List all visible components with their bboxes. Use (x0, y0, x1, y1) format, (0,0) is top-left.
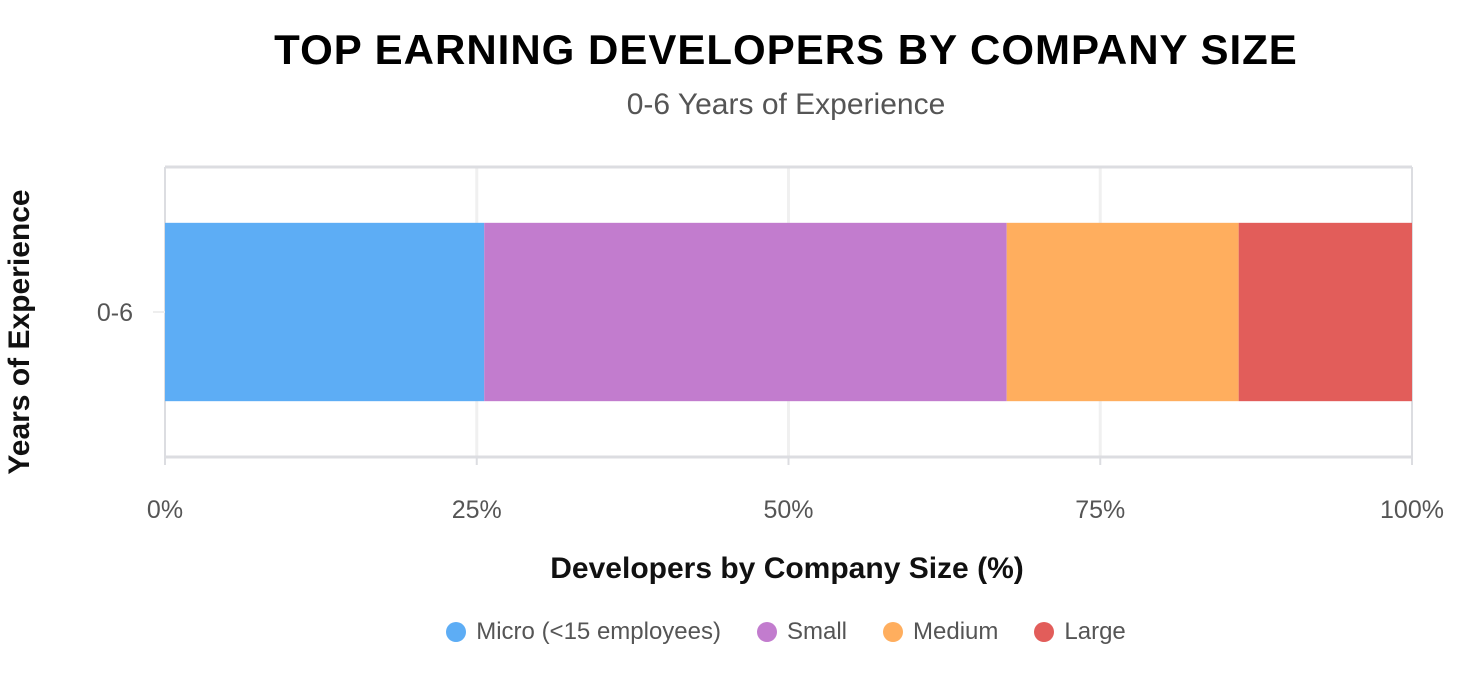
x-axis-label: Developers by Company Size (%) (550, 552, 1024, 585)
bar-segment-small (484, 222, 1007, 402)
legend-swatch (1034, 622, 1055, 642)
legend-swatch (883, 622, 904, 642)
y-tick-label: 0-6 (97, 299, 133, 327)
legend-swatch (446, 622, 467, 642)
x-tick-label: 100% (1380, 496, 1444, 524)
legend-label: Medium (913, 618, 999, 645)
x-tick-label: 50% (763, 496, 813, 524)
bar-segment-medium (1006, 222, 1239, 402)
chart-title: TOP EARNING DEVELOPERS BY COMPANY SIZE (274, 26, 1298, 73)
legend-item[interactable]: Small (757, 618, 847, 646)
legend-label: Micro (<15 employees) (476, 618, 721, 645)
x-tick-label: 0% (147, 496, 183, 524)
legend-label: Small (787, 618, 848, 645)
legend-item[interactable]: Medium (883, 618, 998, 646)
legend: Micro (<15 employees) Small Medium Large (0, 618, 1458, 646)
bar-segment-large (1238, 222, 1412, 402)
legend-swatch (757, 622, 777, 642)
chart-subtitle: 0-6 Years of Experience (626, 88, 946, 121)
x-tick-label: 25% (452, 496, 502, 524)
bar-segment-micro (165, 222, 485, 402)
legend-item[interactable]: Large (1034, 618, 1126, 646)
legend-item[interactable]: Micro (<15 employees) (446, 618, 721, 646)
legend-label: Large (1064, 618, 1126, 645)
x-tick-label: 75% (1075, 496, 1125, 524)
